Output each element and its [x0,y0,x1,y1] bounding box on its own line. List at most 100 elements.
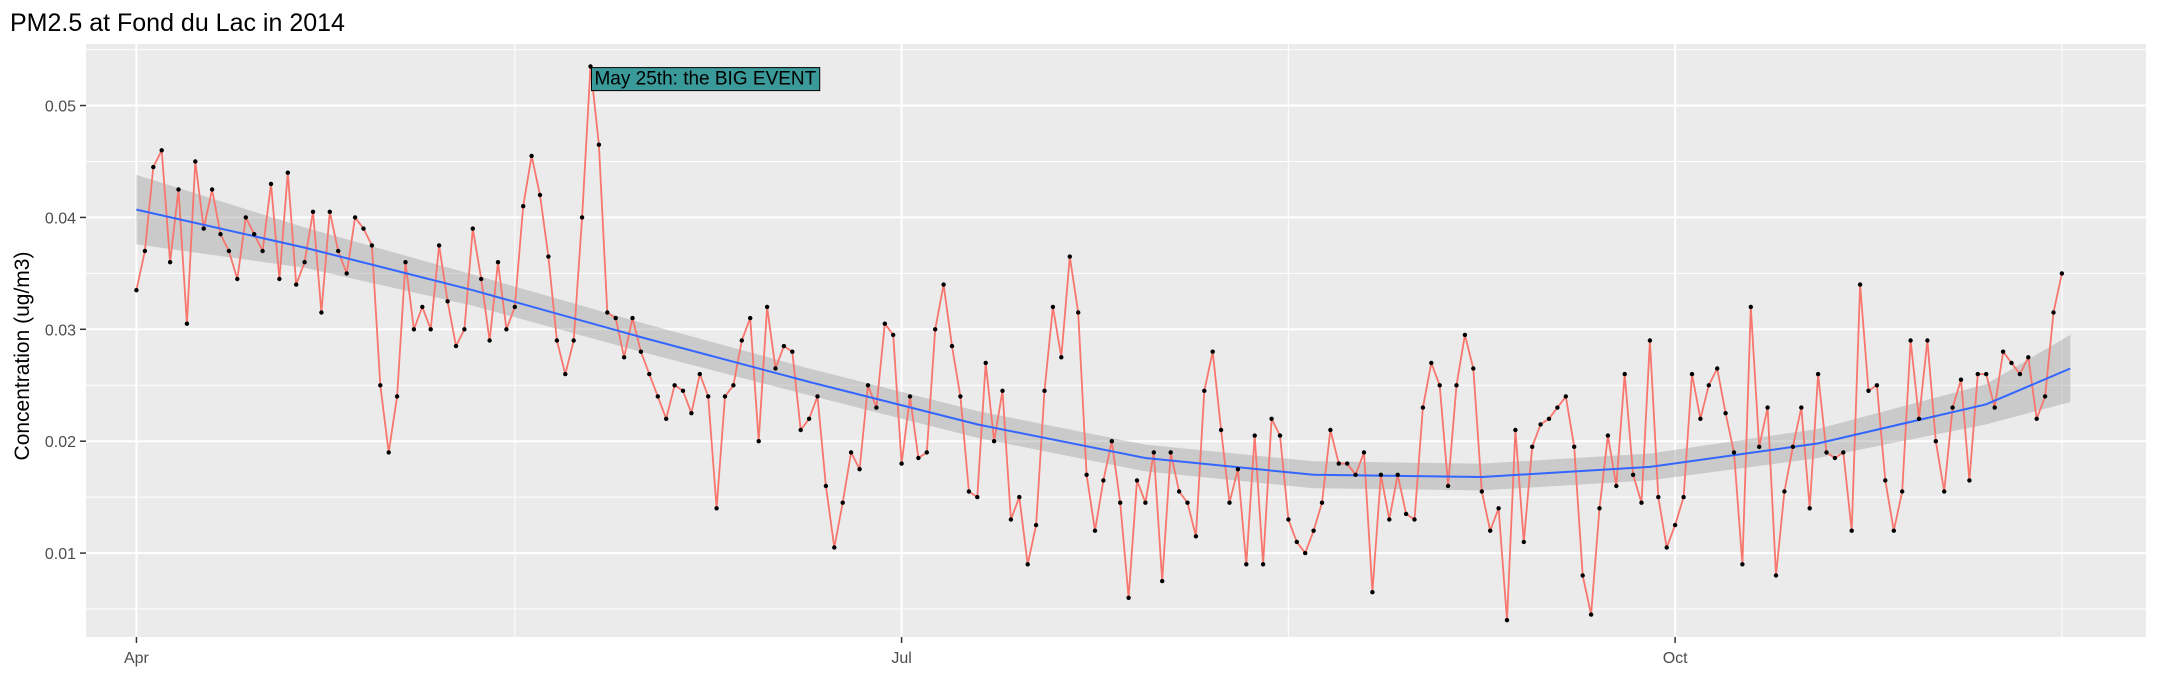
series-segment [581,65,592,219]
data-point [1118,500,1123,505]
data-point [722,394,728,399]
series-segment [177,188,188,325]
series-segment [1707,367,1719,387]
series-segment [740,317,752,342]
data-point [1437,383,1442,388]
data-point [1992,405,1997,410]
y-tick-label: 0.02 [45,434,76,451]
series-segment [455,328,466,348]
series-segment [925,328,937,454]
series-segment [211,188,222,236]
series-segment [1354,451,1365,476]
data-point [193,159,198,164]
series-segment [556,339,567,376]
data-point [1412,517,1417,522]
series-segment [278,171,289,280]
data-point [378,383,383,388]
data-point [664,416,669,421]
series-segment [1279,434,1290,521]
data-point [268,181,274,187]
series-segment [1346,462,1357,476]
series-segment [2027,356,2038,420]
data-point [1395,472,1400,477]
annotations: May 25th: the BIG EVENT [591,67,821,92]
series-segment [522,154,533,208]
series-segment [1068,255,1080,314]
data-point [403,260,408,265]
series-segment [202,188,214,230]
series-segment [345,216,357,275]
data-point [874,405,879,410]
data-point [1059,355,1064,360]
data-point [958,394,963,399]
data-point [1084,472,1089,477]
data-point [1134,478,1140,483]
data-point [1319,500,1325,505]
series-segment [564,339,575,376]
series-segment [160,149,172,264]
series-segment [1514,429,1525,543]
data-point [1210,349,1215,354]
data-point [773,366,778,371]
series-segment [1573,445,1584,577]
data-point [815,394,820,399]
data-point [2042,394,2048,399]
series-segment [2010,361,2021,376]
data-point [680,388,686,393]
annotation-text: May 25th: the BIG EVENT [594,69,816,90]
series-segment [1691,373,1702,420]
data-point [134,288,139,293]
series-segment [488,261,499,342]
data-point [1857,282,1863,287]
data-point [1656,494,1661,500]
data-point [1286,517,1291,522]
series-segment [1556,395,1567,409]
series-segment [1993,350,2004,409]
data-point [1252,433,1257,438]
series-segment [1329,429,1340,465]
series-segment [1052,305,1063,359]
data-point [1202,388,1207,393]
series-segment [1657,496,1668,549]
data-point [1235,467,1241,472]
data-point [1269,416,1274,421]
series-segment [1136,479,1147,504]
series-segment [909,395,920,459]
series-segment [169,188,180,264]
data-point [1916,416,1922,421]
data-point [285,170,290,175]
data-point [899,461,904,466]
data-point [1614,483,1619,489]
series-segment [799,417,810,431]
y-tick-label: 0.03 [45,322,76,339]
data-point [605,310,610,315]
data-point [344,271,349,276]
data-point [1504,618,1510,623]
series-segment [648,373,659,398]
series-segment [1607,434,1618,487]
data-point [613,315,618,321]
data-point [1605,433,1611,438]
data-point [1925,338,1930,343]
series-segment [463,227,474,331]
series-segment [1522,445,1534,543]
data-point [209,187,215,192]
data-point [1908,338,1913,343]
data-point [748,315,753,321]
data-point [1647,338,1653,343]
data-point [731,383,736,388]
series-segment [1295,541,1307,554]
data-point [151,164,156,170]
series-segment [1026,524,1037,566]
data-point [1588,612,1594,617]
series-segment [1464,333,1475,370]
series-segment [227,250,239,280]
series-segment [295,261,306,286]
series-segment [1884,479,1895,532]
series-segment [236,216,247,280]
series-segment [1169,451,1180,493]
data-point [2017,371,2023,377]
x-axis: Apr Jul Oct [124,637,1688,667]
series-segment [1699,384,1710,420]
data-point [1218,427,1224,433]
